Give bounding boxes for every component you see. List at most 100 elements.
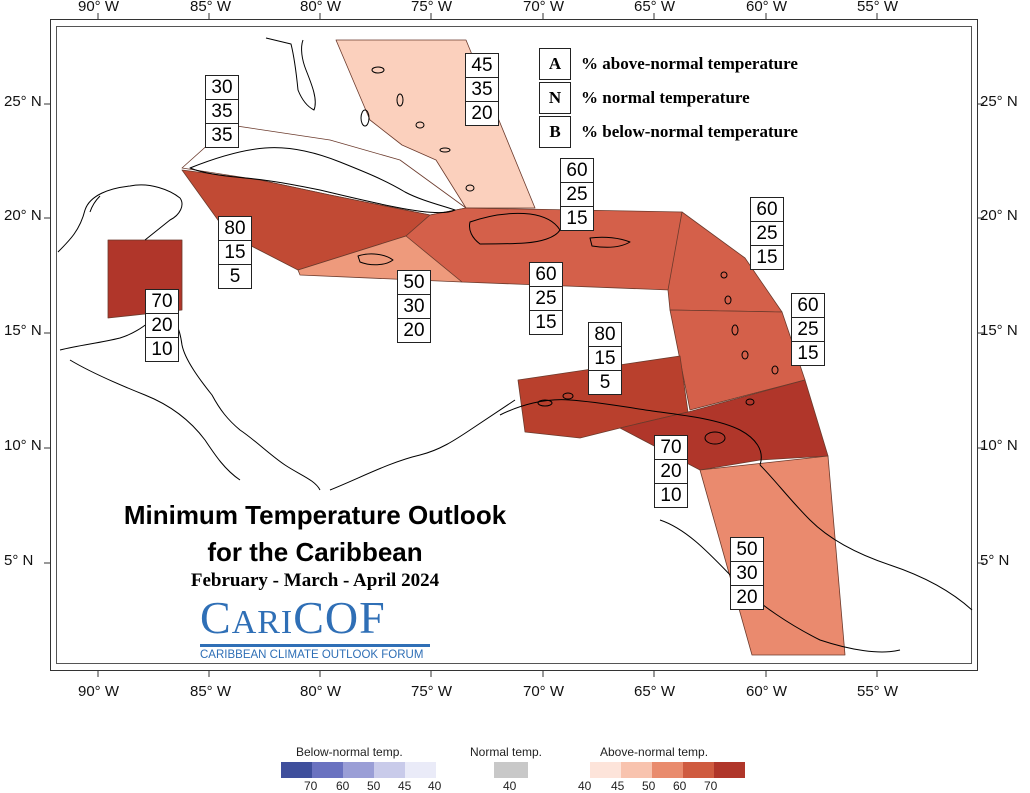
forecast-box-abc-islands: 80 15 5 bbox=[588, 322, 622, 395]
key-letter-n: N bbox=[539, 82, 571, 114]
key-letter-b: B bbox=[539, 116, 571, 148]
lon-label-top-75w: 75° W bbox=[411, 0, 453, 15]
key-row-below: B % below-normal temperature bbox=[539, 115, 798, 149]
colorbar-below-label: 45 bbox=[398, 779, 412, 793]
key-desc-below: % below-normal temperature bbox=[581, 122, 798, 141]
lon-label-bottom-85w: 85° W bbox=[190, 683, 232, 700]
logo-underline bbox=[200, 644, 430, 647]
lat-label-right-5n: 5° N bbox=[980, 552, 1010, 569]
colorbar-normal-label: 40 bbox=[503, 779, 517, 793]
key-row-normal: N % normal temperature bbox=[539, 81, 798, 115]
lon-label-top-70w: 70° W bbox=[523, 0, 565, 15]
lon-label-top-60w: 60° W bbox=[746, 0, 788, 15]
prob-below: 15 bbox=[797, 343, 819, 364]
probability-key: A % above-normal temperature N % normal … bbox=[539, 47, 798, 149]
forecast-box-hispaniola: 60 25 15 bbox=[529, 262, 563, 335]
lon-label-top-55w: 55° W bbox=[857, 0, 899, 15]
colorbar-below-swatch bbox=[374, 762, 405, 778]
lat-label-right-10n: 10° N bbox=[980, 437, 1018, 454]
caricof-logo: CARICOF CARIBBEAN CLIMATE OUTLOOK FORUM bbox=[200, 595, 432, 661]
colorbar-above-title: Above-normal temp. bbox=[600, 745, 709, 759]
prob-normal: 15 bbox=[219, 241, 251, 265]
mexico-gulf-coast bbox=[57, 184, 183, 253]
logo-tagline: CARIBBEAN CLIMATE OUTLOOK FORUM bbox=[200, 649, 424, 661]
axis-tick-marks bbox=[44, 13, 984, 677]
prob-above: 80 bbox=[589, 323, 621, 347]
forecast-box-jamaica: 50 30 20 bbox=[397, 270, 431, 343]
lon-label-top-80w: 80° W bbox=[300, 0, 342, 15]
prob-normal: 30 bbox=[398, 295, 430, 319]
prob-normal: 25 bbox=[792, 318, 824, 342]
colorbar-below-label: 70 bbox=[304, 779, 318, 793]
colorbar-below-label: 60 bbox=[336, 779, 350, 793]
florida-coast bbox=[265, 37, 316, 111]
colorbar-below-title: Below-normal temp. bbox=[296, 745, 403, 759]
prob-below: 10 bbox=[151, 339, 173, 360]
prob-normal: 20 bbox=[655, 460, 687, 484]
lon-label-bottom-80w: 80° W bbox=[300, 683, 342, 700]
central-america-coast bbox=[59, 314, 321, 491]
prob-above: 60 bbox=[751, 198, 783, 222]
forecast-box-windward: 60 25 15 bbox=[791, 293, 825, 366]
key-row-above: A % above-normal temperature bbox=[539, 47, 798, 81]
prob-above: 30 bbox=[206, 76, 238, 100]
prob-above: 60 bbox=[530, 263, 562, 287]
colorbar-below-swatch bbox=[405, 762, 436, 778]
colorbar-above-label: 70 bbox=[704, 779, 718, 793]
key-letter-a: A bbox=[539, 48, 571, 80]
prob-below: 5 bbox=[599, 372, 611, 393]
forecast-box-belize: 70 20 10 bbox=[145, 289, 179, 362]
colorbar-below-swatch bbox=[281, 762, 312, 778]
colorbar-above-label: 50 bbox=[642, 779, 656, 793]
hispaniola-coast bbox=[469, 212, 561, 245]
south-america-interior bbox=[659, 519, 901, 653]
prob-below: 20 bbox=[736, 587, 758, 608]
puerto-rico-coast bbox=[589, 236, 631, 248]
cuba-coast bbox=[189, 147, 456, 214]
prob-below: 15 bbox=[566, 208, 588, 229]
small-islands bbox=[360, 66, 779, 445]
prob-below: 20 bbox=[471, 103, 493, 124]
lon-label-top-90w: 90° W bbox=[78, 0, 120, 15]
central-america-pacific bbox=[69, 359, 241, 481]
colorbar-above-swatch bbox=[621, 762, 652, 778]
prob-above: 60 bbox=[561, 159, 593, 183]
prob-above: 70 bbox=[655, 436, 687, 460]
coastlines bbox=[57, 37, 973, 653]
prob-above: 50 bbox=[398, 271, 430, 295]
colorbar-below-swatch bbox=[312, 762, 343, 778]
lon-label-bottom-90w: 90° W bbox=[78, 683, 120, 700]
forecast-box-cuba: 80 15 5 bbox=[218, 216, 252, 289]
lat-label-left-5n: 5° N bbox=[4, 552, 34, 569]
colorbar-above-label: 60 bbox=[673, 779, 687, 793]
prob-normal: 35 bbox=[206, 100, 238, 124]
colorbar-below-label: 50 bbox=[367, 779, 381, 793]
lat-label-left-20n: 20° N bbox=[4, 207, 42, 224]
zone-guianas bbox=[699, 455, 846, 656]
colorbar-below-label: 40 bbox=[428, 779, 442, 793]
forecast-box-cuba-north: 30 35 35 bbox=[205, 75, 239, 148]
colorbar-above-swatch bbox=[590, 762, 621, 778]
jamaica-coast bbox=[357, 253, 394, 266]
guianas-coast bbox=[759, 464, 973, 611]
prob-above: 50 bbox=[731, 538, 763, 562]
map-inner-frame bbox=[56, 26, 972, 664]
forecast-box-bahamas: 45 35 20 bbox=[465, 53, 499, 126]
colorbar-normal-swatch bbox=[494, 762, 528, 778]
forecast-box-trinidad: 70 20 10 bbox=[654, 435, 688, 508]
prob-above: 80 bbox=[219, 217, 251, 241]
colorbar-above-label: 40 bbox=[578, 779, 592, 793]
prob-normal: 25 bbox=[561, 183, 593, 207]
colorbar-below-swatch bbox=[343, 762, 374, 778]
lon-label-top-65w: 65° W bbox=[634, 0, 676, 15]
colorbar-normal-title: Normal temp. bbox=[470, 745, 543, 759]
lon-label-bottom-60w: 60° W bbox=[746, 683, 788, 700]
key-desc-above: % above-normal temperature bbox=[581, 54, 798, 73]
lat-label-right-20n: 20° N bbox=[980, 207, 1018, 224]
prob-normal: 25 bbox=[751, 222, 783, 246]
colorbar-above-swatch bbox=[683, 762, 714, 778]
prob-normal: 30 bbox=[731, 562, 763, 586]
lat-label-left-25n: 25° N bbox=[4, 93, 42, 110]
prob-normal: 15 bbox=[589, 347, 621, 371]
prob-normal: 20 bbox=[146, 314, 178, 338]
